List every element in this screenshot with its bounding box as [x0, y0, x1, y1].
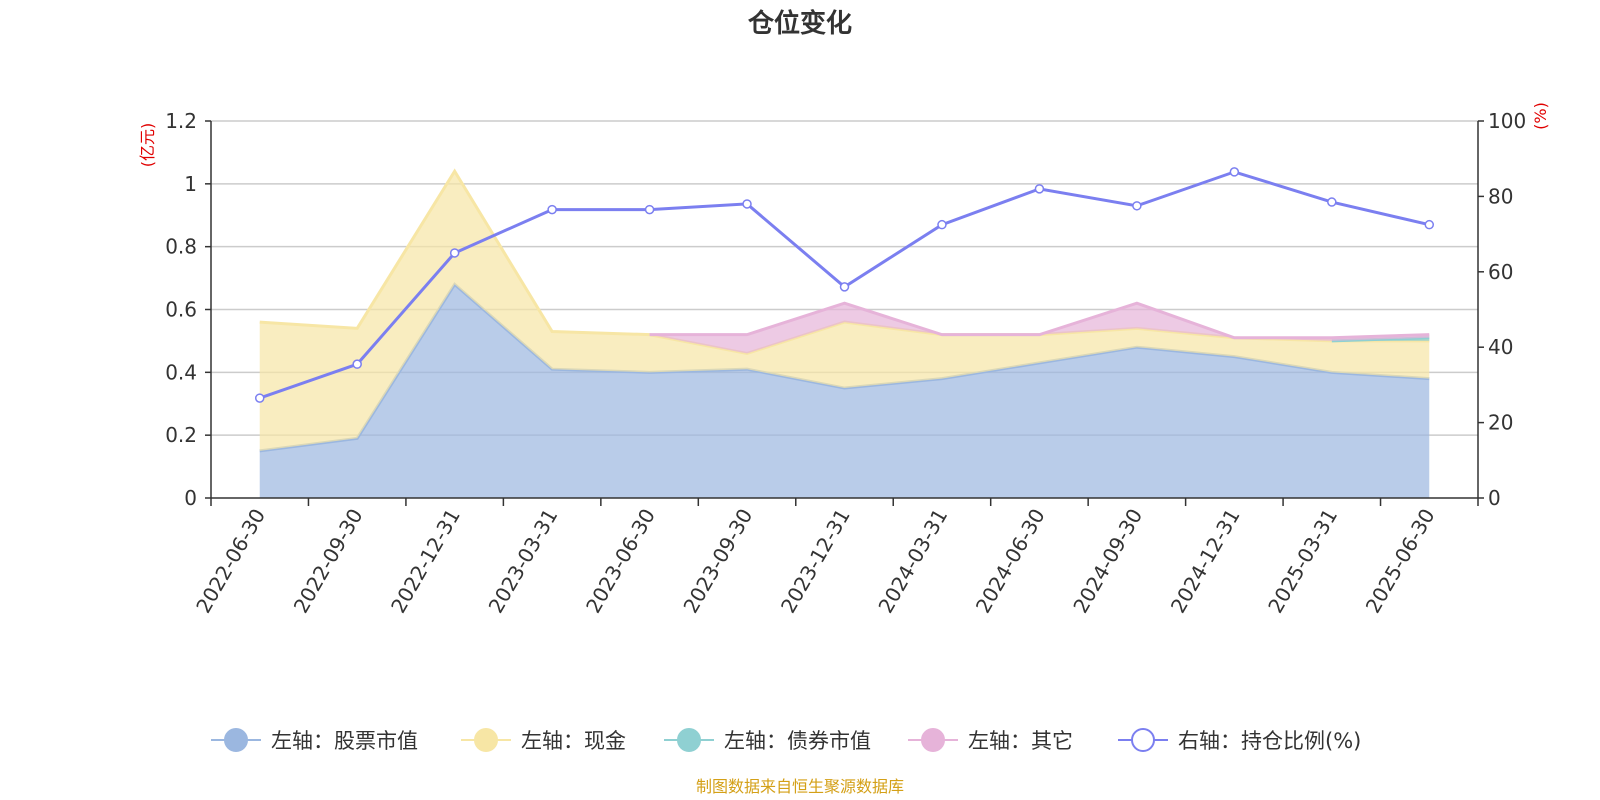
legend-label: 左轴：债券市值: [724, 729, 871, 753]
legend-swatch-marker: [677, 728, 701, 752]
left-tick-label: 0: [184, 486, 197, 510]
right-axis-unit: (%): [1531, 102, 1550, 130]
ratio-point: [1132, 201, 1142, 211]
right-tick-label: 0: [1488, 486, 1501, 510]
ratio-point: [1327, 197, 1337, 207]
stacked-areas: [259, 168, 1430, 498]
area-edge-series-3: [649, 301, 1430, 340]
ratio-point: [644, 204, 655, 215]
x-tick-label: 2022-06-30: [191, 505, 270, 618]
source-note: 制图数据来自恒生聚源数据库: [696, 777, 904, 796]
x-tick-label: 2025-06-30: [1361, 505, 1440, 618]
right-tick-label: 80: [1488, 184, 1513, 208]
legend-label: 左轴：现金: [521, 729, 626, 753]
right-tick-label: 40: [1488, 335, 1513, 359]
ratio-point: [742, 199, 752, 209]
ratio-point: [839, 282, 850, 292]
left-tick-label: 0.6: [165, 298, 197, 322]
left-tick-label: 0.2: [165, 423, 197, 447]
legend-label: 右轴：持仓比例(%): [1178, 729, 1361, 753]
left-tick-label: 1.2: [165, 109, 197, 133]
left-tick-label: 1: [184, 172, 197, 196]
x-tick-label: 2023-12-31: [776, 505, 855, 618]
x-tick-label: 2023-06-30: [581, 505, 660, 618]
chart-title: 仓位变化: [747, 8, 852, 39]
ratio-point: [1034, 184, 1045, 194]
ratio-point: [1424, 219, 1435, 230]
left-tick-label: 0.8: [165, 235, 197, 259]
right-tick-label: 20: [1488, 411, 1513, 435]
x-tick-label: 2025-03-31: [1263, 505, 1342, 618]
x-tick-label: 2023-09-30: [678, 505, 757, 618]
x-tick-label: 2024-06-30: [971, 505, 1050, 618]
legend-label: 左轴：其它: [968, 729, 1073, 753]
legend-swatch-marker: [474, 728, 498, 752]
area-fill-series-1: [259, 171, 1430, 451]
ratio-point: [449, 248, 460, 258]
ratio-point: [254, 393, 265, 403]
x-tick-label: 2023-03-31: [484, 505, 563, 618]
area-fill-series-3: [649, 303, 1430, 354]
legend: 左轴：股票市值 左轴：现金 左轴：债券市值 左轴：其它 右轴：持仓比例(%): [211, 728, 1361, 753]
area-edge-series-2: [1331, 336, 1430, 343]
x-tick-label: 2024-12-31: [1166, 505, 1245, 618]
left-axis-unit: (亿元): [138, 123, 157, 168]
right-tick-label: 60: [1488, 260, 1513, 284]
ratio-point: [937, 219, 947, 230]
x-tick-label: 2024-09-30: [1068, 505, 1147, 618]
legend-swatch-marker: [1131, 728, 1155, 752]
x-tick-label: 2022-09-30: [289, 505, 368, 618]
right-tick-label: 100: [1488, 109, 1526, 133]
ratio-point: [352, 359, 362, 369]
x-tick-label: 2024-03-31: [873, 505, 952, 618]
legend-swatch-marker: [921, 728, 945, 752]
legend-label: 左轴：股票市值: [271, 729, 418, 753]
left-tick-label: 0.4: [165, 360, 197, 384]
legend-swatch-marker: [224, 728, 248, 752]
ratio-point: [547, 204, 557, 215]
x-tick-label: 2022-12-31: [386, 504, 465, 617]
ratio-point: [1229, 167, 1240, 177]
ratio-line: [254, 167, 1435, 403]
area-fill-series-0: [259, 284, 1430, 498]
